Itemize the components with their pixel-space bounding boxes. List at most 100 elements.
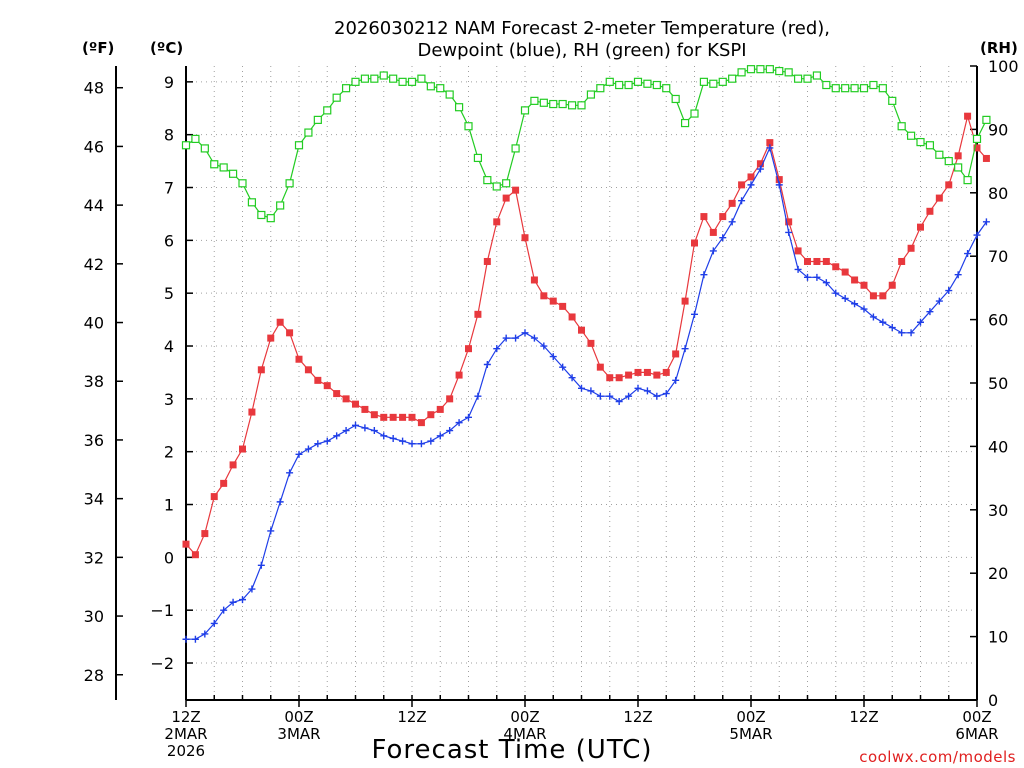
rh-point	[473, 153, 483, 163]
temperature-point	[935, 194, 943, 202]
dewpoint-point	[201, 630, 209, 638]
rh-point	[332, 93, 341, 102]
rh-point	[662, 84, 671, 93]
temperature-point	[945, 181, 953, 189]
rh-point	[793, 74, 803, 83]
dewpoint-point	[653, 392, 661, 400]
temperature-point	[276, 318, 284, 326]
fahrenheit-tick-label: 30	[84, 607, 104, 626]
dewpoint-point	[804, 273, 811, 281]
dewpoint-point	[888, 324, 896, 332]
rh-point	[191, 134, 200, 144]
rh-tick-label: 100	[988, 57, 1019, 76]
rh-tick-label: 10	[988, 628, 1008, 647]
celsius-tick-label: 1	[164, 496, 174, 515]
rh-point	[916, 137, 925, 147]
dewpoint-point	[229, 598, 237, 606]
rh-point	[483, 176, 492, 185]
dewpoint-point	[559, 363, 567, 371]
dewpoint-point	[596, 392, 604, 400]
dewpoint-point	[898, 329, 906, 337]
dewpoint-point	[719, 234, 727, 242]
temperature-point	[728, 199, 736, 207]
temperature-point	[361, 405, 369, 413]
rh-point	[313, 115, 322, 124]
dewpoint-point	[210, 619, 218, 627]
rh-point	[605, 77, 614, 86]
celsius-tick-label: 6	[164, 231, 174, 250]
dewpoint-point	[615, 397, 623, 405]
x-tick-label: 4MAR	[503, 725, 546, 743]
temperature-point	[493, 218, 501, 226]
dewpoint-point	[672, 376, 680, 384]
rh-point	[878, 84, 887, 93]
dewpoint-point	[239, 596, 246, 604]
rh-tick-label: 50	[988, 374, 1008, 393]
dewpoint-point	[276, 498, 284, 506]
rh-point	[558, 99, 567, 109]
dewpoint-point	[446, 427, 454, 435]
rh-point	[699, 77, 709, 86]
x-tick-label: 00Z	[962, 708, 991, 726]
temperature-point	[229, 461, 237, 469]
temperature-point	[578, 326, 585, 334]
celsius-tick-label: 5	[164, 284, 174, 303]
x-axis-label: Forecast Time (UTC)	[371, 735, 652, 765]
temperature-point	[333, 390, 341, 398]
x-tick-label: 3MAR	[277, 725, 320, 743]
temperature-point	[615, 374, 623, 382]
rh-point	[906, 131, 916, 140]
temperature-point	[653, 371, 661, 379]
celsius-tick-label: 2	[164, 443, 174, 462]
fahrenheit-tick-label: 40	[84, 314, 104, 333]
temperature-point	[775, 176, 783, 184]
rh-tick-label: 60	[988, 311, 1008, 330]
dewpoint-point	[257, 561, 265, 569]
dewpoint-point	[822, 279, 830, 287]
temperature-point	[436, 405, 444, 413]
rh-point	[464, 122, 473, 131]
x-tick-label: 00Z	[284, 708, 313, 726]
temperature-point	[408, 413, 416, 421]
temperature-point	[709, 228, 717, 236]
temperature-point	[822, 257, 830, 265]
celsius-tick-label: 3	[164, 390, 174, 409]
x-tick-label: 2MAR	[164, 725, 207, 743]
rh-point	[266, 214, 275, 223]
dewpoint-point	[493, 345, 501, 353]
rh-point	[869, 80, 878, 90]
rh-unit-label: (RH)	[980, 39, 1018, 57]
rh-point	[897, 122, 906, 131]
rh-point	[728, 74, 737, 83]
temperature-point	[719, 213, 727, 221]
rh-tick-label: 30	[988, 501, 1008, 520]
rh-point	[859, 84, 869, 93]
x-tick-label: 00Z	[510, 708, 539, 726]
rh-tick-label: 40	[988, 437, 1008, 456]
dewpoint-point	[841, 294, 849, 302]
dewpoint-point	[399, 437, 407, 445]
rh-point	[436, 84, 445, 93]
temperature-point	[907, 244, 915, 252]
rh-point	[276, 201, 285, 210]
temperature-point	[191, 551, 199, 559]
rh-point	[643, 79, 652, 88]
temperature-point	[370, 411, 378, 419]
dewpoint-point	[587, 387, 595, 395]
rh-point	[454, 103, 464, 112]
gridlines	[186, 66, 977, 700]
temperature-point	[634, 368, 642, 376]
rh-point	[407, 77, 417, 86]
rh-point	[963, 176, 972, 185]
temperature-point	[954, 152, 962, 160]
rh-point	[972, 134, 982, 144]
rh-tick-label: 20	[988, 564, 1008, 583]
chart-title-line-2: Dewpoint (blue), RH (green) for KSPI	[417, 40, 746, 61]
dewpoint-point	[483, 361, 491, 369]
rh-point	[445, 90, 454, 99]
x-tick-label: 00Z	[736, 708, 765, 726]
dewpoint-point	[530, 334, 538, 342]
dewpoint-point	[568, 374, 576, 382]
rh-point	[502, 179, 511, 188]
dewpoint-point	[465, 413, 472, 421]
